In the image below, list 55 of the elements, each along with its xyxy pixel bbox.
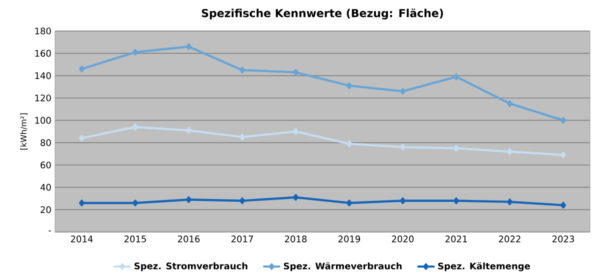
point [132, 124, 138, 130]
point [346, 82, 352, 90]
y-tick-label: 60 [40, 162, 51, 168]
x-tick-label: 2021 [445, 236, 467, 242]
y-tick-label: 40 [40, 184, 51, 191]
point [346, 200, 352, 206]
y-axis-title: [kWh/m²] [20, 113, 28, 150]
point [132, 200, 138, 206]
point [454, 73, 460, 80]
chart-title: Spezifische Kennwerte (Bezug: Fläche) [202, 8, 443, 20]
point [240, 197, 246, 204]
point [346, 140, 352, 148]
point [400, 144, 406, 150]
y-tick-label: 180 [35, 28, 51, 34]
point [400, 88, 406, 95]
point [454, 144, 460, 152]
point [132, 48, 138, 56]
point [240, 66, 246, 74]
y-tick-label: - [48, 230, 52, 232]
point [79, 134, 84, 142]
point [560, 117, 566, 124]
point [186, 196, 192, 203]
point [293, 128, 299, 135]
x-tick-label: 2017 [231, 236, 253, 242]
point [240, 134, 246, 140]
point [400, 197, 406, 204]
y-tick-label: 120 [35, 94, 51, 102]
legend-label: Spez. Wärmeverbrauch [284, 262, 402, 272]
point [293, 194, 299, 201]
point [79, 66, 84, 72]
point [560, 202, 566, 208]
point [507, 198, 513, 206]
x-tick-label: 2015 [124, 236, 146, 242]
legend-label: Spez. Kältemenge [438, 262, 530, 272]
point [560, 152, 566, 158]
y-tick-label: 140 [35, 72, 51, 80]
x-tick-label: 2018 [284, 236, 307, 242]
y-tick-label: 20 [40, 206, 51, 214]
point [293, 69, 299, 76]
x-tick-label: 2016 [178, 236, 200, 242]
point [454, 197, 460, 204]
x-tick-label: 2020 [392, 236, 414, 242]
point [507, 100, 513, 107]
point [186, 127, 192, 134]
x-tick-label: 2023 [552, 236, 574, 242]
x-tick-label: 2014 [70, 236, 93, 242]
x-tick-label: 2019 [338, 236, 360, 242]
y-tick-label: 80 [40, 139, 51, 146]
y-tick-label: 160 [35, 50, 51, 57]
y-tick-label: 100 [35, 116, 51, 124]
x-tick-label: 2022 [498, 236, 520, 242]
point [186, 43, 192, 50]
legend-label: Spez. Stromverbrauch [134, 262, 248, 272]
point [79, 200, 84, 206]
point [507, 148, 513, 155]
